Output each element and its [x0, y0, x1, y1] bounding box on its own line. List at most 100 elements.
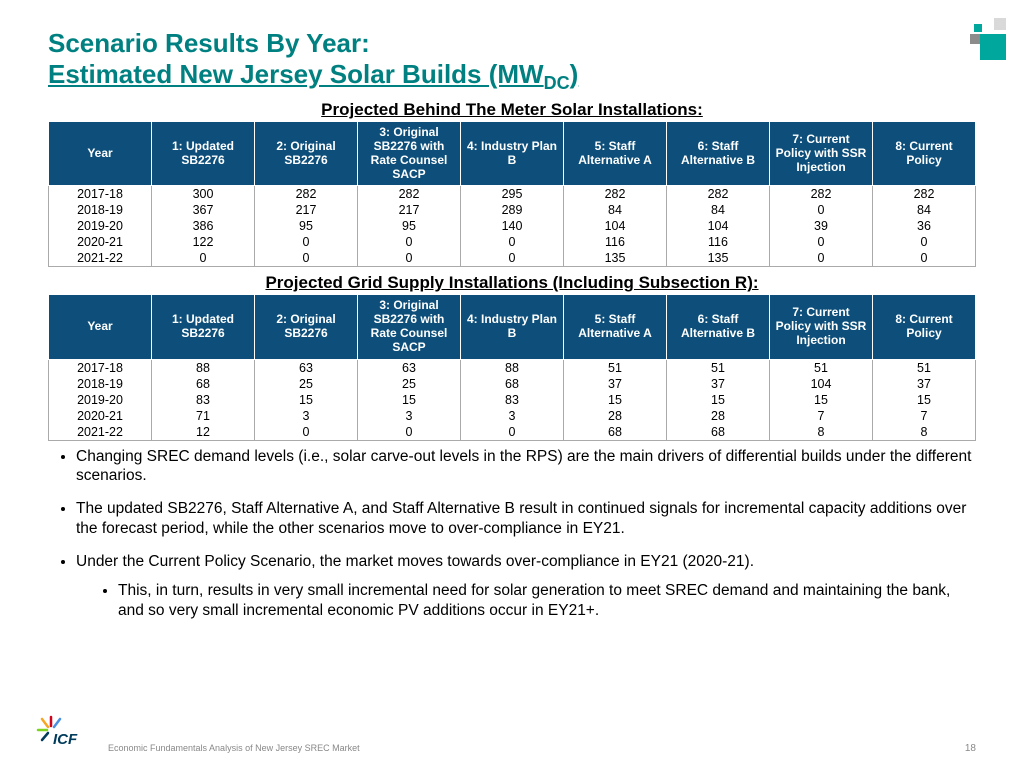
table-cell: 217: [255, 202, 358, 218]
table-cell: 51: [564, 359, 667, 376]
table-cell: 135: [667, 250, 770, 267]
bullet-2: The updated SB2276, Staff Alternative A,…: [76, 499, 976, 538]
table-cell: 367: [152, 202, 255, 218]
table-cell: 2019-20: [49, 218, 152, 234]
table-row: 2018-1968252568373710437: [49, 376, 976, 392]
table-cell: 95: [255, 218, 358, 234]
table-cell: 84: [873, 202, 976, 218]
table-row: 2018-193672172172898484084: [49, 202, 976, 218]
table-cell: 386: [152, 218, 255, 234]
table-cell: 68: [461, 376, 564, 392]
table-cell: 295: [461, 186, 564, 203]
table-cell: 8: [770, 424, 873, 441]
table-cell: 39: [770, 218, 873, 234]
table-cell: 0: [873, 234, 976, 250]
bullet-1: Changing SREC demand levels (i.e., solar…: [76, 447, 976, 486]
bullet-3: Under the Current Policy Scenario, the m…: [76, 552, 976, 620]
table-cell: 84: [564, 202, 667, 218]
table-cell: 3: [461, 408, 564, 424]
table-cell: 83: [461, 392, 564, 408]
page-number: 18: [965, 743, 976, 754]
table-cell: 3: [255, 408, 358, 424]
table-cell: 282: [770, 186, 873, 203]
footer: Economic Fundamentals Analysis of New Je…: [0, 728, 1024, 768]
table-cell: 116: [564, 234, 667, 250]
table-cell: 0: [255, 424, 358, 441]
table-cell: 0: [873, 250, 976, 267]
footer-text: Economic Fundamentals Analysis of New Je…: [108, 743, 360, 753]
table-cell: 8: [873, 424, 976, 441]
col-header: 3: Original SB2276 with Rate Counsel SAC…: [358, 295, 461, 359]
table-cell: 37: [873, 376, 976, 392]
table-cell: 282: [667, 186, 770, 203]
table-cell: 15: [770, 392, 873, 408]
col-header: 5: Staff Alternative A: [564, 295, 667, 359]
table-cell: 0: [255, 250, 358, 267]
table-cell: 0: [461, 234, 564, 250]
col-header: 7: Current Policy with SSR Injection: [770, 295, 873, 359]
table-cell: 135: [564, 250, 667, 267]
table-cell: 0: [770, 250, 873, 267]
slide-content: Scenario Results By Year: Estimated New …: [0, 0, 1024, 620]
table-cell: 300: [152, 186, 255, 203]
table-cell: 83: [152, 392, 255, 408]
col-header: 8: Current Policy: [873, 295, 976, 359]
table-cell: 68: [152, 376, 255, 392]
table-cell: 15: [255, 392, 358, 408]
table-cell: 104: [770, 376, 873, 392]
table-cell: 88: [461, 359, 564, 376]
col-header: 4: Industry Plan B: [461, 295, 564, 359]
table-cell: 2021-22: [49, 424, 152, 441]
bullet-list: Changing SREC demand levels (i.e., solar…: [48, 447, 976, 621]
table-row: 2017-188863638851515151: [49, 359, 976, 376]
table-cell: 2019-20: [49, 392, 152, 408]
table-row: 2020-2171333282877: [49, 408, 976, 424]
table-cell: 15: [358, 392, 461, 408]
table-cell: 15: [564, 392, 667, 408]
table-cell: 0: [255, 234, 358, 250]
title-line-2: Estimated New Jersey Solar Builds (MWDC): [48, 59, 976, 94]
table-cell: 84: [667, 202, 770, 218]
table-cell: 0: [461, 424, 564, 441]
table1-caption: Projected Behind The Meter Solar Install…: [48, 100, 976, 120]
col-header: 8: Current Policy: [873, 122, 976, 186]
table-cell: 2021-22: [49, 250, 152, 267]
table-row: 2019-2038695951401041043936: [49, 218, 976, 234]
table-cell: 68: [564, 424, 667, 441]
col-header: 1: Updated SB2276: [152, 295, 255, 359]
table-cell: 0: [358, 424, 461, 441]
table-cell: 71: [152, 408, 255, 424]
table-row: 2021-2212000686888: [49, 424, 976, 441]
table-cell: 2020-21: [49, 408, 152, 424]
table-cell: 15: [873, 392, 976, 408]
col-header: 6: Staff Alternative B: [667, 295, 770, 359]
table-row: 2021-22000013513500: [49, 250, 976, 267]
table-cell: 28: [564, 408, 667, 424]
table-cell: 104: [564, 218, 667, 234]
table-cell: 88: [152, 359, 255, 376]
table-cell: 289: [461, 202, 564, 218]
table-cell: 63: [358, 359, 461, 376]
col-header: 2: Original SB2276: [255, 122, 358, 186]
table-cell: 25: [255, 376, 358, 392]
table-cell: 0: [461, 250, 564, 267]
table-cell: 25: [358, 376, 461, 392]
table-cell: 282: [873, 186, 976, 203]
table-cell: 95: [358, 218, 461, 234]
table-cell: 51: [770, 359, 873, 376]
col-header: 3: Original SB2276 with Rate Counsel SAC…: [358, 122, 461, 186]
table-cell: 282: [358, 186, 461, 203]
bullet-3a: This, in turn, results in very small inc…: [118, 581, 976, 620]
table-cell: 28: [667, 408, 770, 424]
table-cell: 36: [873, 218, 976, 234]
table-row: 2020-2112200011611600: [49, 234, 976, 250]
table-cell: 63: [255, 359, 358, 376]
table-cell: 2018-19: [49, 202, 152, 218]
table-cell: 0: [770, 234, 873, 250]
table-cell: 37: [667, 376, 770, 392]
table-cell: 2018-19: [49, 376, 152, 392]
table-cell: 0: [152, 250, 255, 267]
table-cell: 122: [152, 234, 255, 250]
table-cell: 0: [770, 202, 873, 218]
col-header: 5: Staff Alternative A: [564, 122, 667, 186]
